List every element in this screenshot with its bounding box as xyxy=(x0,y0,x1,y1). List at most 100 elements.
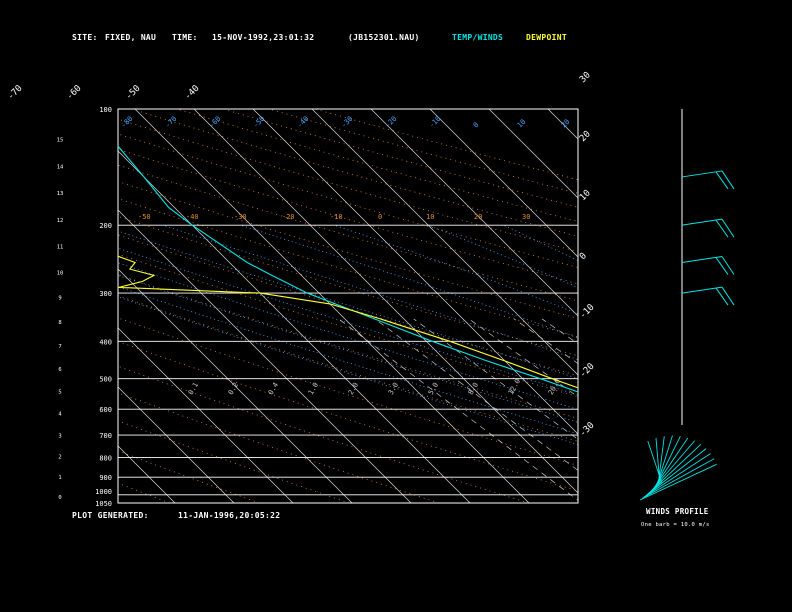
moist-adiabat-label: -10 xyxy=(428,115,443,130)
isotherm-line xyxy=(370,109,578,317)
dry-adiabat-line xyxy=(131,109,578,237)
wind-barb-lowlevel xyxy=(655,438,661,486)
mixing-ratio-line xyxy=(338,318,578,501)
mixing-ratio-line xyxy=(614,319,792,503)
wind-barb-feather xyxy=(721,218,735,238)
isotherm-line xyxy=(666,109,792,503)
dry-adiabat-line xyxy=(118,365,529,503)
sounding-id: (JB152301.NAU) xyxy=(348,33,420,42)
wind-barb-feather xyxy=(721,256,735,275)
pressure-label: 1050 xyxy=(95,500,112,508)
isotherm-line xyxy=(488,109,578,199)
mixing-ratio-line xyxy=(413,318,578,440)
moist-adiabat-label: 0 xyxy=(472,121,481,130)
isotherm-line xyxy=(118,209,412,503)
wind-barb xyxy=(681,286,723,294)
mixing-ratio-label: 20.0 xyxy=(547,378,562,397)
wind-barb xyxy=(681,218,723,226)
moist-adiabat-label: -20 xyxy=(384,115,399,130)
dry-adiabat-line xyxy=(118,118,578,253)
dry-adiabat-label: -40 xyxy=(186,213,199,221)
dry-adiabat-line xyxy=(118,181,578,319)
dry-adiabat-label: -10 xyxy=(330,213,343,221)
dry-adiabat-line xyxy=(268,109,578,194)
temperature-label: -50 xyxy=(124,84,143,103)
dry-adiabat-line xyxy=(118,450,260,503)
height-km-label: 9 xyxy=(58,295,61,301)
wind-barb-lowlevel xyxy=(647,441,663,484)
moist-adiabat-line xyxy=(118,230,578,380)
pressure-label: 200 xyxy=(99,222,112,230)
wind-barb-feather xyxy=(715,287,729,306)
mixing-ratio-label: 0.4 xyxy=(267,381,280,396)
moist-adiabat-line xyxy=(118,274,578,423)
wind-barb-feather xyxy=(715,171,729,190)
height-km-label: 15 xyxy=(57,138,64,144)
pressure-label: 900 xyxy=(99,474,112,482)
dewpoint-legend: DEWPOINT xyxy=(526,33,567,42)
moist-adiabat-line xyxy=(118,286,578,435)
isotherm-line xyxy=(429,109,578,258)
isotherm-line xyxy=(118,386,235,503)
wind-barb-lowlevel xyxy=(643,453,711,498)
dry-adiabat-line xyxy=(118,216,578,357)
moist-adiabat-label: -40 xyxy=(296,115,311,130)
dry-adiabat-label: -30 xyxy=(234,213,247,221)
height-km-label: 7 xyxy=(58,344,61,350)
dry-adiabat-label: 0 xyxy=(378,213,382,221)
height-km-label: 6 xyxy=(58,367,61,373)
mixing-ratio-line xyxy=(513,318,578,365)
dry-adiabat-line xyxy=(314,109,578,181)
time-value: 15-NOV-1992,23:01:32 xyxy=(212,33,315,42)
dry-adiabat-line xyxy=(118,234,578,377)
isotherm-line xyxy=(0,109,57,503)
mixing-ratio-line xyxy=(689,319,792,503)
dry-adiabat-line xyxy=(118,148,578,285)
moist-adiabat-label: -30 xyxy=(340,115,355,130)
wind-barb xyxy=(681,256,723,264)
moist-adiabat-line xyxy=(118,247,578,396)
dry-adiabat-line xyxy=(177,109,578,223)
wind-barb-lowlevel xyxy=(641,458,715,499)
mixing-ratio-line xyxy=(374,318,578,471)
temperature-label: -20 xyxy=(578,362,597,381)
height-km-label: 8 xyxy=(58,320,61,326)
mixing-ratio-label: 1.0 xyxy=(307,381,320,396)
isotherm-line xyxy=(607,109,792,503)
height-km-label: 1 xyxy=(58,475,61,481)
pressure-label: 800 xyxy=(99,454,112,462)
wind-barb-feather xyxy=(721,170,735,190)
dry-adiabat-label: 30 xyxy=(522,213,530,221)
dry-adiabat-line xyxy=(118,482,170,503)
isotherm-line xyxy=(134,109,530,503)
moist-adiabat-label: 10 xyxy=(516,118,528,130)
temperature-label: -30 xyxy=(578,421,597,440)
pressure-label: 300 xyxy=(99,290,112,298)
moist-adiabat-line xyxy=(427,224,578,289)
temperature-label: 20 xyxy=(578,129,593,144)
plot-frame xyxy=(117,108,579,504)
pressure-label: 500 xyxy=(99,376,112,384)
temperature-profile-line xyxy=(118,145,578,393)
pressure-label: 700 xyxy=(99,432,112,440)
height-km-label: 11 xyxy=(57,244,64,250)
isotherm-line xyxy=(725,109,792,503)
temperature-label: -70 xyxy=(6,84,25,103)
wind-barb-feather xyxy=(715,257,729,275)
wind-barb-lowlevel xyxy=(639,463,717,501)
dry-adiabat-line xyxy=(118,133,578,268)
wind-barb-feather xyxy=(721,286,735,306)
time-label: TIME: xyxy=(172,33,198,42)
temperature-label: 10 xyxy=(578,188,593,203)
dry-adiabat-line xyxy=(118,295,578,442)
isotherm-line xyxy=(252,109,578,435)
dry-adiabat-line xyxy=(118,392,440,503)
height-km-label: 0 xyxy=(58,495,61,501)
site-value: FIXED, NAU xyxy=(105,33,157,42)
dry-adiabat-line xyxy=(118,273,578,419)
isotherm-line xyxy=(311,109,578,376)
pressure-label: 100 xyxy=(99,106,112,114)
moist-adiabat-label: 20 xyxy=(560,118,572,130)
dry-adiabat-label: -50 xyxy=(138,213,151,221)
